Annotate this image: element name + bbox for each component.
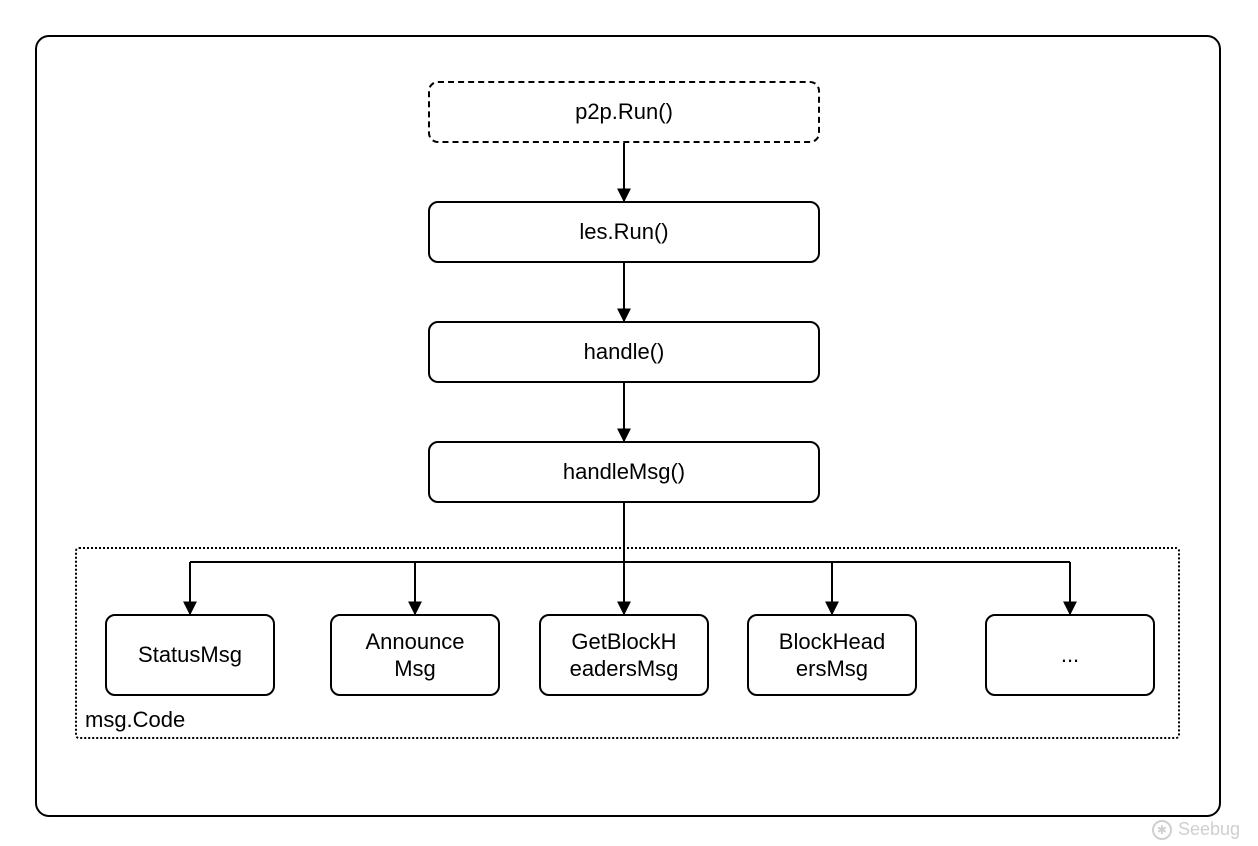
- node-get-block: GetBlockHeadersMsg: [539, 614, 709, 696]
- node-label: les.Run(): [579, 218, 668, 246]
- node-les-run: les.Run(): [428, 201, 820, 263]
- msg-code-group-label: msg.Code: [85, 707, 185, 733]
- node-label: AnnounceMsg: [365, 628, 464, 683]
- node-status-msg: StatusMsg: [105, 614, 275, 696]
- watermark-text: Seebug: [1178, 819, 1240, 840]
- node-label: handleMsg(): [563, 458, 685, 486]
- node-label: p2p.Run(): [575, 98, 673, 126]
- node-label: StatusMsg: [138, 641, 242, 669]
- node-label: handle(): [584, 338, 665, 366]
- watermark: ✱ Seebug: [1152, 819, 1240, 840]
- node-handle-msg: handleMsg(): [428, 441, 820, 503]
- node-label: ...: [1061, 641, 1079, 669]
- node-handle: handle(): [428, 321, 820, 383]
- node-block-head: BlockHeadersMsg: [747, 614, 917, 696]
- node-p2p-run: p2p.Run(): [428, 81, 820, 143]
- node-label: BlockHeadersMsg: [779, 628, 885, 683]
- node-label: GetBlockHeadersMsg: [570, 628, 679, 683]
- watermark-icon: ✱: [1152, 820, 1172, 840]
- node-more: ...: [985, 614, 1155, 696]
- node-announce-msg: AnnounceMsg: [330, 614, 500, 696]
